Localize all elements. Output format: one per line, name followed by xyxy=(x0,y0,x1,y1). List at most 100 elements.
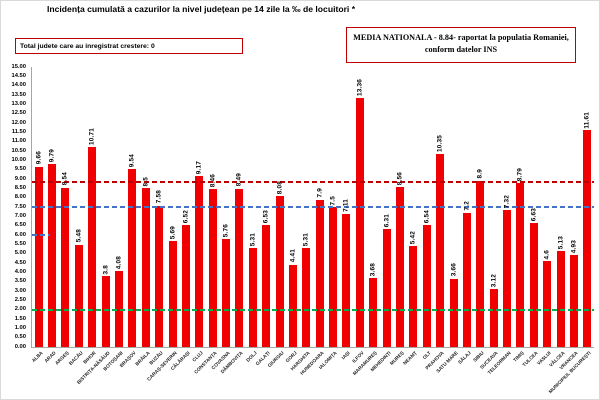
bar-value-label: 3.68 xyxy=(369,263,377,277)
bar-value-label: 4.6 xyxy=(543,249,551,260)
national-average-box: MEDIA NATIONALA - 8.84- raportat la popu… xyxy=(346,27,576,63)
bar-value-label: 7.32 xyxy=(503,195,511,209)
bar-c-l-ra-i xyxy=(181,225,190,347)
y-tick-label: 15.00 xyxy=(11,63,26,70)
x-tick-label: SĂLAJ xyxy=(457,351,473,366)
bar-municipiul-bucure-ti xyxy=(583,130,592,347)
bar-value-label: 5.76 xyxy=(222,224,230,238)
bar-vaslui xyxy=(543,261,552,347)
plot-area: 9.66 ALBA 9.79 ARAD 8.54 ARGEȘ 5.48 BACĂU 10.71 B… xyxy=(31,67,594,395)
bar-value-label: 3.12 xyxy=(490,273,498,287)
bar-value-label: 4.08 xyxy=(115,255,123,269)
x-tick-label: OLT xyxy=(422,351,433,362)
bar-alba xyxy=(34,166,43,347)
bar-suceava xyxy=(489,288,498,347)
bar-br-ila xyxy=(141,188,150,347)
bar-constan-a xyxy=(208,189,217,347)
bar-value-label: 8.54 xyxy=(61,172,69,186)
threshold-7-5-line xyxy=(32,206,594,208)
y-tick-label: 7.50 xyxy=(14,203,26,210)
bar-arad xyxy=(48,164,57,347)
bar-value-label: 6.52 xyxy=(182,210,190,224)
threshold-6-segment xyxy=(32,234,50,236)
y-tick-label: 11.50 xyxy=(11,128,26,135)
bar-value-label: 3.8 xyxy=(102,264,110,275)
bar-gala-i xyxy=(262,225,271,347)
y-tick-label: 8.00 xyxy=(14,194,26,201)
bar-sibiu xyxy=(476,180,485,347)
bar-value-label: 10.35 xyxy=(436,134,444,152)
bar-value-label: 3.66 xyxy=(450,263,457,277)
bar-neam- xyxy=(409,245,418,347)
national-average-line1: MEDIA NATIONALA - 8.84- raportat la popu… xyxy=(353,33,569,42)
bar-value-label: 6.31 xyxy=(383,213,391,228)
bar-value-label: 5.31 xyxy=(249,232,257,246)
y-tick-label: 6.00 xyxy=(14,231,26,238)
bar-s-laj xyxy=(462,212,471,347)
bar-maramure- xyxy=(369,278,378,347)
bar-value-label: 8.79 xyxy=(516,167,524,181)
y-tick-label: 4.00 xyxy=(14,268,26,275)
bar-value-label: 9.66 xyxy=(35,151,43,165)
bar-dolj xyxy=(248,247,257,347)
bar-bihor xyxy=(88,147,97,347)
y-tick-label: 1.00 xyxy=(14,324,26,331)
y-tick-label: 0.50 xyxy=(14,334,26,341)
bar-ia-i xyxy=(342,214,351,347)
y-tick-label: 9.00 xyxy=(14,175,26,182)
y-tick-label: 2.50 xyxy=(14,296,26,303)
y-tick-label: 5.50 xyxy=(14,240,26,247)
bar-timi- xyxy=(516,182,525,347)
bar-mure- xyxy=(395,187,404,347)
bar-prahova xyxy=(436,153,445,347)
bar-value-label: 5.42 xyxy=(409,230,417,244)
bar-value-label: 8.5 xyxy=(142,176,150,187)
bar-tulcea xyxy=(529,223,538,347)
bar-ilfov xyxy=(355,97,364,347)
bar-olt xyxy=(422,224,431,347)
y-tick-label: 14.00 xyxy=(11,82,26,89)
bar-value-label: 4.93 xyxy=(570,239,578,253)
bar-value-label: 13.36 xyxy=(356,78,364,96)
bar-teleorman xyxy=(503,210,512,347)
y-tick-label: 10.50 xyxy=(11,147,26,154)
chart-title: Incidența cumulată a cazurilor la nivel … xyxy=(47,4,356,14)
bar-value-label: 5.31 xyxy=(302,232,310,246)
x-tick-label: BACĂU xyxy=(68,351,85,367)
y-tick-label: 4.50 xyxy=(14,259,26,266)
bar-gorj xyxy=(288,264,297,347)
bar-value-label: 8.49 xyxy=(235,173,243,187)
bar-v-lcea xyxy=(556,251,565,347)
y-tick-label: 13.00 xyxy=(11,100,26,107)
y-tick-label: 1.50 xyxy=(14,315,26,322)
bar-hunedoara xyxy=(315,199,324,347)
bar-bra-ov xyxy=(128,168,137,347)
y-tick-label: 2.00 xyxy=(14,306,26,313)
bar-mehedin-i xyxy=(382,229,391,347)
bar-value-label: 8.56 xyxy=(396,171,404,186)
bar-bistri-a-n-s-ud xyxy=(101,276,110,347)
threshold-2-line xyxy=(32,308,594,311)
bar-value-label: 5.69 xyxy=(169,225,176,239)
bar-harghita xyxy=(302,247,311,347)
y-tick-label: 12.50 xyxy=(11,110,26,117)
bar-value-label: 9.79 xyxy=(48,149,56,163)
bar-vrancea xyxy=(569,254,578,347)
y-tick-label: 14.50 xyxy=(11,72,26,79)
bar-value-label: 11.61 xyxy=(583,111,591,129)
bar-value-label: 7.2 xyxy=(463,201,471,211)
bar-value-label: 7.11 xyxy=(342,199,350,213)
bar-value-label: 5.13 xyxy=(557,236,565,250)
bar-value-label: 8.08 xyxy=(276,180,284,195)
bar-value-label: 6.63 xyxy=(530,208,538,222)
bar-cara-severin xyxy=(168,240,177,347)
bar-value-label: 6.54 xyxy=(423,209,431,223)
y-tick-label: 6.50 xyxy=(14,222,26,229)
bar-ialomi-a xyxy=(329,207,338,347)
y-tick-label: 3.00 xyxy=(14,287,26,294)
media-nationala-line xyxy=(32,180,594,183)
bar-value-label: 7.5 xyxy=(329,195,337,205)
y-tick-label: 10.00 xyxy=(11,156,26,163)
national-average-line2: conform datelor INS xyxy=(424,45,498,54)
